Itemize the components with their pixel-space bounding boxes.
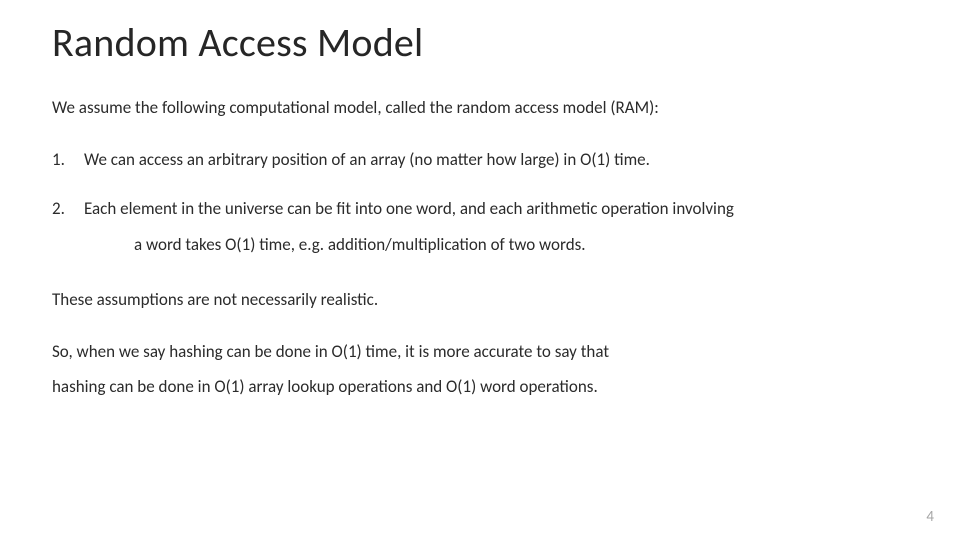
closing-text-3: hashing can be done in O(1) array lookup… bbox=[52, 374, 908, 400]
item-number: 2. bbox=[52, 196, 84, 257]
intro-text: We assume the following computational mo… bbox=[52, 95, 908, 121]
list-item: 2. Each element in the universe can be f… bbox=[52, 196, 908, 257]
item-text: Each element in the universe can be fit … bbox=[84, 196, 908, 257]
page-number: 4 bbox=[926, 508, 934, 526]
item-text-line2: a word takes O(1) time, e.g. addition/mu… bbox=[134, 232, 908, 258]
closing-text-1: These assumptions are not necessarily re… bbox=[52, 287, 908, 313]
closing-text-2: So, when we say hashing can be done in O… bbox=[52, 339, 908, 365]
list-item: 1. We can access an arbitrary position o… bbox=[52, 147, 908, 173]
slide-body: We assume the following computational mo… bbox=[52, 95, 908, 400]
assumption-list: 1. We can access an arbitrary position o… bbox=[52, 147, 908, 258]
slide: Random Access Model We assume the follow… bbox=[0, 0, 960, 540]
item-text: We can access an arbitrary position of a… bbox=[84, 147, 908, 173]
slide-title: Random Access Model bbox=[52, 18, 908, 67]
item-text-line1: Each element in the universe can be fit … bbox=[84, 198, 734, 219]
item-number: 1. bbox=[52, 147, 84, 173]
